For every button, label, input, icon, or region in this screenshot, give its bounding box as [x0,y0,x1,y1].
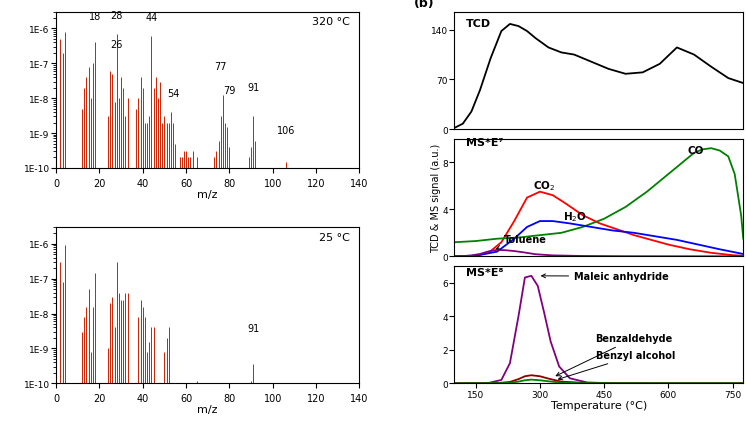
Text: Toluene: Toluene [497,235,546,250]
Text: 25 °C: 25 °C [320,232,350,242]
X-axis label: m/z: m/z [197,404,218,414]
Text: 91: 91 [247,323,259,333]
Text: 106: 106 [276,125,295,135]
Text: TCD: TCD [466,19,491,29]
X-axis label: m/z: m/z [197,190,218,199]
Text: 28: 28 [111,11,123,21]
Text: MS*E⁷: MS*E⁷ [466,137,503,147]
Text: 79: 79 [223,86,235,96]
Text: 91: 91 [247,83,259,93]
X-axis label: Temperature (°C): Temperature (°C) [551,400,647,410]
Text: CO: CO [687,146,704,155]
Text: 77: 77 [214,62,227,72]
Text: CO$_2$: CO$_2$ [533,179,556,193]
Text: Benzaldehyde: Benzaldehyde [557,334,673,376]
Text: (b): (b) [414,0,435,10]
Text: Maleic anhydride: Maleic anhydride [542,271,669,282]
Text: 44: 44 [145,13,158,23]
Text: Benzyl alcohol: Benzyl alcohol [559,350,675,380]
Text: 26: 26 [111,40,123,50]
Text: MS*E⁸: MS*E⁸ [466,268,503,277]
Y-axis label: TCD & MS signal (a.u.): TCD & MS signal (a.u.) [431,144,441,253]
Text: 320 °C: 320 °C [312,17,350,27]
Text: H$_2$O: H$_2$O [563,209,587,223]
Text: 54: 54 [167,89,179,99]
Text: 18: 18 [89,12,101,22]
